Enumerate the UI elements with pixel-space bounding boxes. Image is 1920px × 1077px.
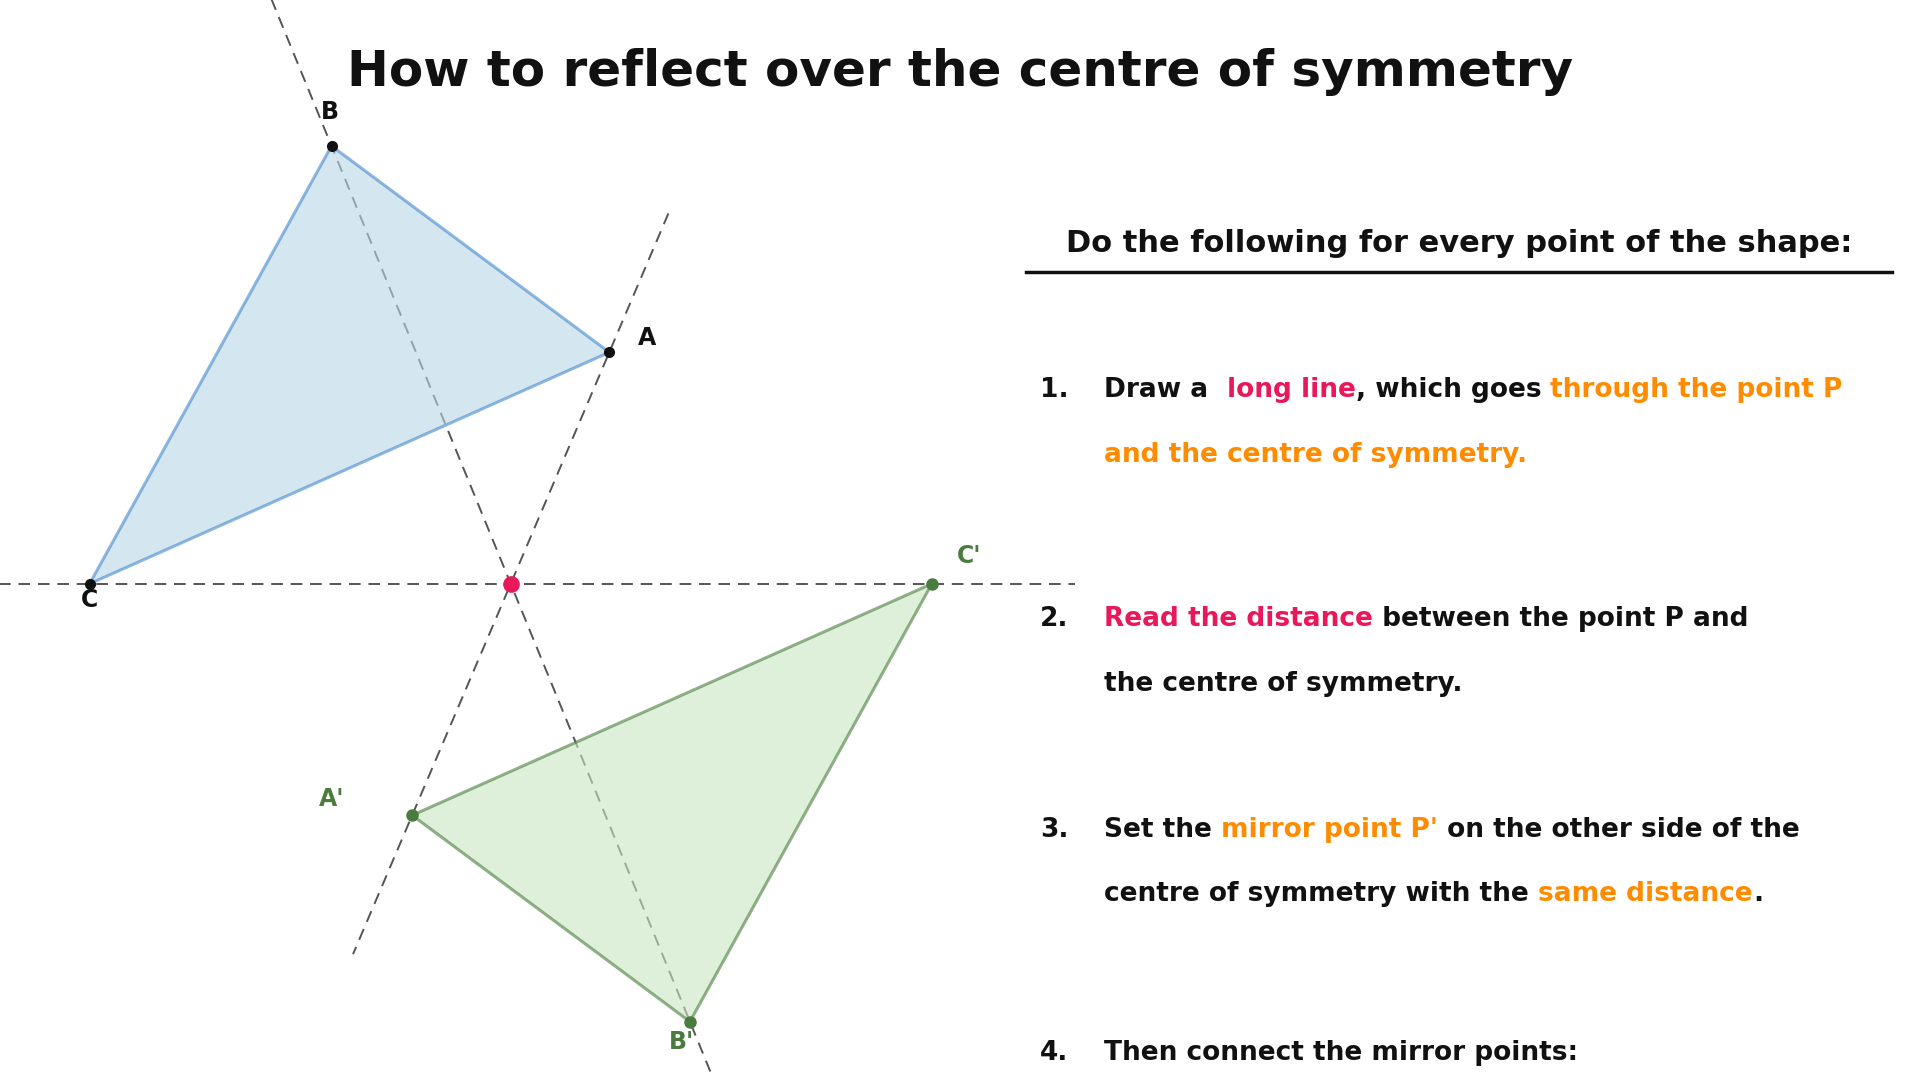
Text: Set the: Set the — [1104, 816, 1221, 842]
Text: Draw a: Draw a — [1104, 377, 1227, 403]
Text: the centre of symmetry.: the centre of symmetry. — [1104, 671, 1463, 697]
Text: B': B' — [668, 1030, 693, 1054]
Text: and the centre of symmetry.: and the centre of symmetry. — [1104, 442, 1528, 467]
Text: 2.: 2. — [1041, 606, 1068, 632]
Text: centre of symmetry with the: centre of symmetry with the — [1104, 881, 1538, 907]
Text: A: A — [637, 326, 657, 350]
Text: on the other side of the: on the other side of the — [1438, 816, 1801, 842]
Text: A': A' — [319, 787, 344, 811]
Text: through the point P: through the point P — [1549, 377, 1843, 403]
Text: C: C — [81, 588, 98, 612]
Text: 1.: 1. — [1041, 377, 1069, 403]
Text: mirror point P': mirror point P' — [1221, 816, 1438, 842]
Text: Then connect the mirror points:: Then connect the mirror points: — [1104, 1039, 1578, 1065]
Text: Do the following for every point of the shape:: Do the following for every point of the … — [1066, 229, 1853, 258]
Text: long line: long line — [1227, 377, 1356, 403]
Text: , which goes: , which goes — [1356, 377, 1549, 403]
Text: How to reflect over the centre of symmetry: How to reflect over the centre of symmet… — [348, 48, 1572, 97]
Text: Read the distance: Read the distance — [1104, 606, 1373, 632]
Text: .: . — [1753, 881, 1763, 907]
Polygon shape — [413, 584, 931, 1022]
Text: same distance: same distance — [1538, 881, 1753, 907]
Text: 4.: 4. — [1041, 1039, 1068, 1065]
Text: 3.: 3. — [1041, 816, 1068, 842]
Text: B: B — [321, 100, 338, 124]
Text: C': C' — [956, 544, 981, 568]
Text: between the point P and: between the point P and — [1373, 606, 1749, 632]
Polygon shape — [90, 146, 609, 584]
